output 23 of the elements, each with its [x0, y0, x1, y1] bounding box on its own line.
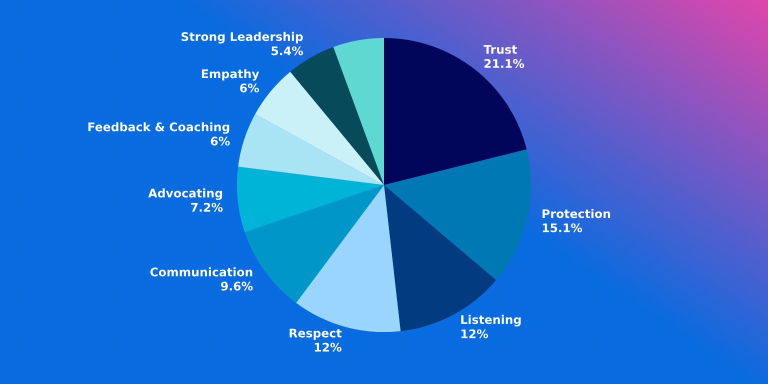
pie-slice: [384, 38, 527, 185]
data-label: 5.4%: [272, 46, 304, 56]
pie-slice: [384, 149, 532, 280]
data-label: 6%: [210, 136, 230, 146]
data-label: 21.1%: [484, 59, 524, 68]
data-label: 15.1%: [542, 223, 582, 232]
data-label: 12%: [314, 342, 342, 352]
slice-label: Strong Leadership: [182, 32, 303, 44]
slice-label: Empathy: [202, 69, 260, 81]
slice-label: Advocating: [148, 188, 222, 200]
data-label: 12%: [461, 329, 488, 338]
slice-label: Respect: [290, 328, 342, 340]
data-label: 9.6%: [221, 282, 253, 291]
slice-label: Listening: [461, 314, 521, 326]
slice-label: Trust: [484, 45, 517, 54]
slice-label: Feedback & Coaching: [88, 122, 230, 134]
slice-label: Protection: [542, 209, 610, 218]
pie-slice: [238, 114, 384, 185]
data-label: 6%: [240, 83, 259, 92]
pie-slice: [333, 38, 384, 185]
slice-label: Communication: [150, 267, 252, 276]
pie-slice: [236, 166, 384, 232]
data-label: 7.2%: [191, 202, 223, 212]
